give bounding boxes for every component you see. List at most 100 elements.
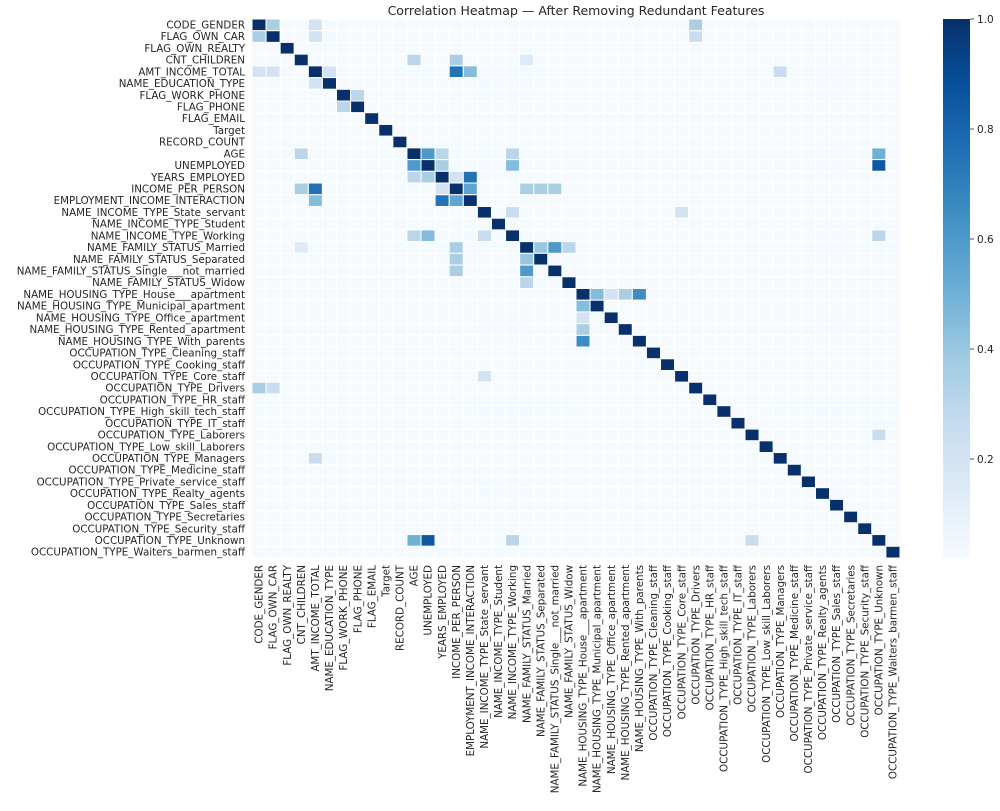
- heatmap-cell: [476, 545, 492, 559]
- heatmap-cell: [730, 18, 746, 32]
- heatmap-cell: [603, 393, 619, 407]
- heatmap-cell: [505, 205, 521, 219]
- heatmap-cell: [744, 264, 760, 278]
- heatmap-cell: [279, 30, 295, 43]
- heatmap-cell: [251, 440, 267, 454]
- heatmap-cell: [843, 18, 859, 32]
- heatmap-cell: [716, 241, 732, 254]
- heatmap-cell: [251, 334, 267, 348]
- heatmap-cell: [462, 65, 478, 79]
- heatmap-cell: [378, 487, 394, 500]
- heatmap-cell: [617, 241, 633, 254]
- y-tick-label: CODE_GENDER: [166, 19, 245, 31]
- heatmap-cell: [350, 147, 366, 161]
- heatmap-cell: [392, 299, 408, 313]
- heatmap-cell: [392, 487, 408, 500]
- heatmap-cell: [505, 182, 521, 196]
- heatmap-cell: [660, 170, 676, 184]
- heatmap-cell: [885, 264, 901, 278]
- heatmap-cell: [786, 147, 802, 161]
- heatmap-cell: [730, 205, 746, 219]
- heatmap-cell: [575, 381, 591, 395]
- heatmap-cell: [702, 112, 718, 125]
- heatmap-cell: [660, 346, 676, 360]
- x-tick-label: FLAG_EMAIL: [366, 565, 378, 628]
- heatmap-cell: [716, 463, 732, 477]
- heatmap-cell: [660, 498, 676, 512]
- heatmap-cell: [434, 510, 450, 524]
- heatmap-cell: [674, 65, 690, 79]
- heatmap-cell: [265, 416, 281, 430]
- heatmap-cell: [462, 241, 478, 254]
- heatmap-cell: [364, 41, 380, 55]
- heatmap-cell: [730, 393, 746, 407]
- heatmap-cell: [617, 334, 633, 348]
- heatmap-cell: [350, 334, 366, 348]
- heatmap-cell: [603, 229, 619, 243]
- heatmap-cell: [420, 311, 436, 325]
- heatmap-cell: [744, 299, 760, 313]
- heatmap-cell: [561, 416, 577, 430]
- heatmap-cell: [336, 463, 352, 477]
- heatmap-cell: [589, 241, 605, 254]
- heatmap-cell: [786, 77, 802, 90]
- heatmap-cell: [829, 170, 845, 184]
- heatmap-cell: [279, 135, 295, 149]
- heatmap-cell: [674, 405, 690, 418]
- heatmap-cell: [420, 381, 436, 395]
- heatmap-cell: [533, 288, 549, 301]
- heatmap-cell: [561, 311, 577, 325]
- heatmap-cell: [631, 393, 647, 407]
- heatmap-cell: [631, 416, 647, 430]
- heatmap-cell: [490, 545, 507, 559]
- heatmap-cell: [321, 334, 338, 348]
- heatmap-cell: [434, 487, 450, 500]
- heatmap-cell: [772, 534, 788, 547]
- heatmap-cell: [716, 452, 732, 465]
- heatmap-cell: [829, 323, 845, 336]
- heatmap-cell: [364, 405, 380, 418]
- heatmap-cell: [631, 276, 647, 289]
- heatmap-cell: [885, 88, 901, 102]
- heatmap-cell: [476, 88, 492, 102]
- heatmap-cell: [293, 463, 309, 477]
- heatmap-cell: [392, 88, 408, 102]
- heatmap-cell: [857, 393, 873, 407]
- heatmap-cell: [674, 100, 690, 114]
- heatmap-cell: [336, 311, 352, 325]
- heatmap-cell: [786, 545, 802, 559]
- heatmap-cell: [321, 30, 338, 43]
- heatmap-cell: [406, 112, 422, 125]
- heatmap-cell: [392, 522, 408, 536]
- heatmap-cell: [251, 135, 267, 149]
- heatmap-cell: [716, 522, 732, 536]
- heatmap-cell: [617, 311, 633, 325]
- heatmap-cell: [758, 41, 774, 55]
- heatmap-cell: [505, 440, 521, 454]
- heatmap-cell: [462, 123, 478, 137]
- y-tick-label: OCCUPATION_TYPE_Unknown: [95, 535, 245, 547]
- heatmap-cell: [321, 381, 338, 395]
- heatmap-cell: [279, 545, 295, 559]
- heatmap-cell: [293, 18, 309, 32]
- heatmap-cell: [730, 440, 746, 454]
- colorbar-tick-label: 0.4: [977, 344, 994, 356]
- heatmap-cell: [378, 194, 394, 207]
- heatmap-cell: [392, 381, 408, 395]
- heatmap-cell: [561, 405, 577, 418]
- heatmap-cell: [350, 405, 366, 418]
- heatmap-cell: [730, 276, 746, 289]
- heatmap-cell: [406, 381, 422, 395]
- heatmap-cell: [561, 100, 577, 114]
- heatmap-cell: [406, 323, 422, 336]
- heatmap-cell: [505, 217, 521, 231]
- heatmap-cell: [378, 440, 394, 454]
- heatmap-cell: [617, 428, 633, 442]
- heatmap-cell: [378, 77, 394, 90]
- heatmap-cell: [434, 545, 450, 559]
- heatmap-cell: [772, 498, 788, 512]
- heatmap-cell: [758, 112, 774, 125]
- heatmap-cell: [660, 135, 676, 149]
- heatmap-cell: [702, 334, 718, 348]
- heatmap-cell: [420, 510, 436, 524]
